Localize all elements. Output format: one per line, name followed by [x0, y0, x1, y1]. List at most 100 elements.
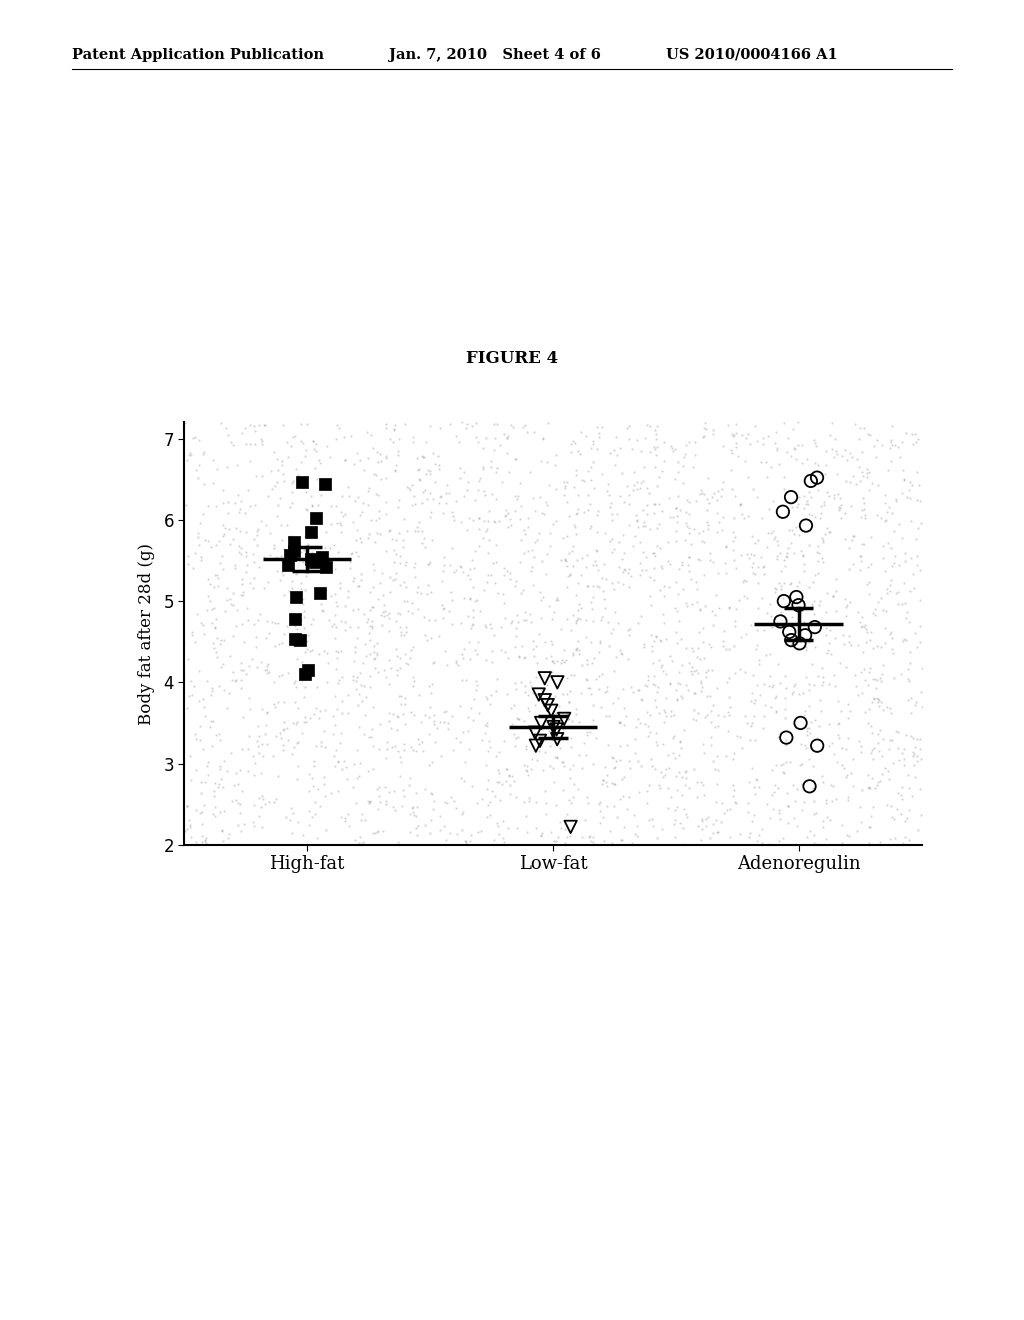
Point — [611, 531, 628, 552]
Point — [831, 498, 848, 519]
Point — [209, 458, 225, 479]
Point — [630, 708, 646, 729]
Point — [422, 552, 438, 573]
Point — [447, 425, 464, 446]
Point — [822, 775, 839, 796]
Point — [205, 449, 221, 470]
Point — [859, 675, 876, 696]
Point — [829, 690, 846, 711]
Point — [705, 694, 721, 715]
Point — [200, 586, 216, 607]
Point — [393, 685, 410, 706]
Point — [226, 554, 243, 576]
Point — [678, 593, 694, 614]
Point — [830, 496, 847, 517]
Point — [294, 471, 310, 492]
Point — [234, 569, 251, 590]
Point — [403, 475, 420, 496]
Point — [455, 834, 471, 855]
Point — [886, 521, 902, 543]
Point — [632, 565, 648, 586]
Point — [573, 469, 590, 490]
Point — [838, 767, 854, 788]
Point — [265, 537, 282, 558]
Point — [895, 738, 911, 759]
Point — [779, 543, 796, 564]
Point — [474, 730, 490, 751]
Point — [404, 667, 421, 688]
Point — [324, 615, 340, 636]
Point — [337, 611, 353, 632]
Point — [818, 792, 835, 813]
Point — [736, 569, 753, 590]
Point — [306, 527, 323, 548]
Point — [546, 653, 562, 675]
Point — [354, 652, 371, 673]
Point — [503, 515, 519, 536]
Point — [901, 480, 918, 502]
Point — [720, 414, 736, 436]
Point — [821, 521, 838, 543]
Point — [232, 583, 249, 605]
Point — [441, 601, 458, 622]
Point — [438, 492, 455, 513]
Point — [695, 565, 712, 586]
Point — [835, 754, 851, 775]
Point — [745, 692, 762, 713]
Point — [517, 735, 534, 756]
Point — [548, 445, 564, 466]
Point — [692, 598, 709, 619]
Point — [580, 484, 596, 506]
Point — [508, 570, 524, 591]
Point — [299, 477, 315, 498]
Point — [395, 508, 412, 529]
Point — [547, 747, 563, 768]
Point — [743, 544, 760, 565]
Point — [457, 751, 473, 772]
Point — [732, 494, 749, 515]
Point — [852, 417, 868, 438]
Point — [712, 598, 728, 619]
Point — [612, 640, 629, 661]
Point — [233, 422, 250, 444]
Point — [284, 482, 300, 503]
Point — [478, 755, 495, 776]
Point — [521, 671, 538, 692]
Point — [478, 779, 495, 800]
Point — [874, 746, 891, 767]
Point — [417, 624, 433, 645]
Point — [798, 515, 814, 536]
Point — [784, 681, 801, 702]
Point — [304, 768, 321, 789]
Point — [423, 682, 439, 704]
Point — [362, 425, 379, 446]
Point — [880, 795, 896, 816]
Point — [305, 549, 322, 570]
Point — [367, 648, 383, 669]
Point — [745, 804, 762, 825]
Point — [414, 731, 430, 752]
Point — [820, 713, 837, 734]
Point — [766, 527, 782, 548]
Point — [684, 708, 700, 729]
Point — [604, 832, 621, 853]
Point — [597, 569, 613, 590]
Point — [390, 496, 407, 517]
Point — [387, 461, 403, 482]
Point — [467, 639, 483, 660]
Point — [199, 671, 215, 692]
Point — [377, 776, 393, 797]
Point — [686, 682, 702, 704]
Point — [532, 581, 549, 602]
Point — [702, 549, 719, 570]
Point — [621, 624, 637, 645]
Point — [340, 477, 356, 498]
Point — [741, 772, 758, 793]
Point — [846, 525, 862, 546]
Point — [714, 519, 730, 540]
Point — [585, 754, 601, 775]
Point — [621, 515, 637, 536]
Point — [365, 438, 381, 459]
Point — [293, 609, 309, 630]
Point — [902, 652, 919, 673]
